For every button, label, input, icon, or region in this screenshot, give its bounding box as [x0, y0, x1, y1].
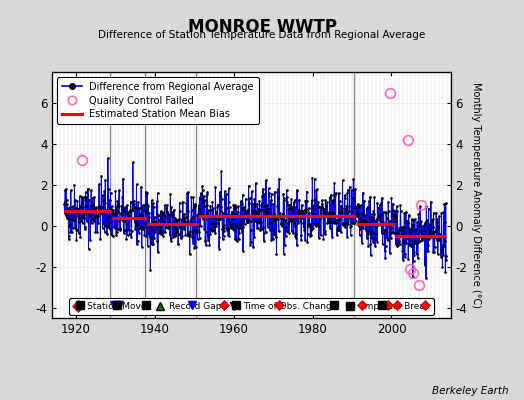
Y-axis label: Monthly Temperature Anomaly Difference (°C): Monthly Temperature Anomaly Difference (… — [471, 82, 481, 308]
Text: Difference of Station Temperature Data from Regional Average: Difference of Station Temperature Data f… — [99, 30, 425, 40]
Text: MONROE WWTP: MONROE WWTP — [188, 18, 336, 36]
Text: Berkeley Earth: Berkeley Earth — [432, 386, 508, 396]
Legend: Station Move, Record Gap, Time of Obs. Change, Empirical Break: Station Move, Record Gap, Time of Obs. C… — [70, 298, 433, 315]
